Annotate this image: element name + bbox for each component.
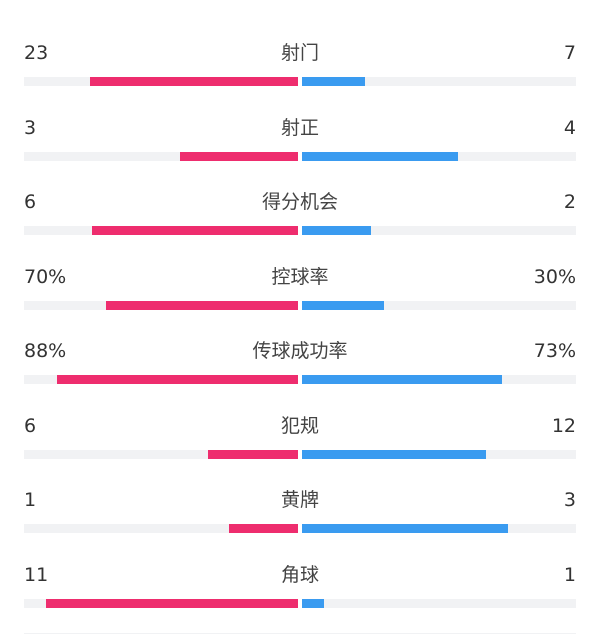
bottom-divider [24,633,576,634]
stat-label: 射正 [280,117,319,139]
stat-label: 黄牌 [280,489,319,511]
away-value: 3 [563,489,576,511]
away-value: 7 [563,42,576,64]
stat-label: 得分机会 [261,191,338,213]
home-value: 88% [24,340,67,362]
home-bar [46,599,298,608]
away-bar [302,226,371,235]
stat-row-shots-on-target: 3 射正 4 [0,115,600,190]
stat-label: 射门 [280,42,319,64]
away-bar-track [302,375,576,384]
stat-row-chances: 6 得分机会 2 [0,189,600,264]
home-value: 3 [24,117,37,139]
away-bar [302,77,365,86]
stat-label: 犯规 [280,415,319,437]
away-bar-track [302,152,576,161]
away-bar-track [302,599,576,608]
home-value: 70% [24,266,67,288]
home-bar-track [24,301,298,310]
away-bar-track [302,301,576,310]
home-bar [229,524,298,533]
away-value: 1 [563,564,576,586]
stat-label: 角球 [280,564,319,586]
away-value: 2 [563,191,576,213]
home-bar [57,375,298,384]
home-bar-track [24,375,298,384]
home-bar [180,152,298,161]
home-bar-track [24,599,298,608]
away-value: 12 [551,415,576,437]
home-bar-track [24,77,298,86]
away-bar-track [302,524,576,533]
home-bar [92,226,298,235]
home-bar-track [24,524,298,533]
stat-row-possession: 70% 控球率 30% [0,264,600,339]
away-bar [302,301,384,310]
away-bar-track [302,226,576,235]
stat-label: 传球成功率 [252,340,348,362]
home-bar [106,301,298,310]
home-bar-track [24,450,298,459]
home-bar [90,77,298,86]
stat-row-fouls: 6 犯规 12 [0,413,600,488]
away-bar [302,524,508,533]
away-bar [302,450,486,459]
away-bar [302,152,458,161]
stat-label: 控球率 [271,266,329,288]
away-value: 4 [563,117,576,139]
stat-row-yellow-cards: 1 黄牌 3 [0,487,600,562]
home-value: 11 [24,564,49,586]
home-value: 6 [24,191,37,213]
away-bar-track [302,450,576,459]
stat-row-pass-accuracy: 88% 传球成功率 73% [0,338,600,413]
away-bar [302,599,324,608]
home-bar [208,450,298,459]
home-bar-track [24,226,298,235]
away-bar [302,375,502,384]
home-value: 1 [24,489,37,511]
stat-row-shots: 23 射门 7 [0,40,600,115]
stat-row-corners: 11 角球 1 [0,562,600,637]
away-value: 30% [533,266,576,288]
away-bar-track [302,77,576,86]
away-value: 73% [533,340,576,362]
home-bar-track [24,152,298,161]
home-value: 23 [24,42,49,64]
home-value: 6 [24,415,37,437]
